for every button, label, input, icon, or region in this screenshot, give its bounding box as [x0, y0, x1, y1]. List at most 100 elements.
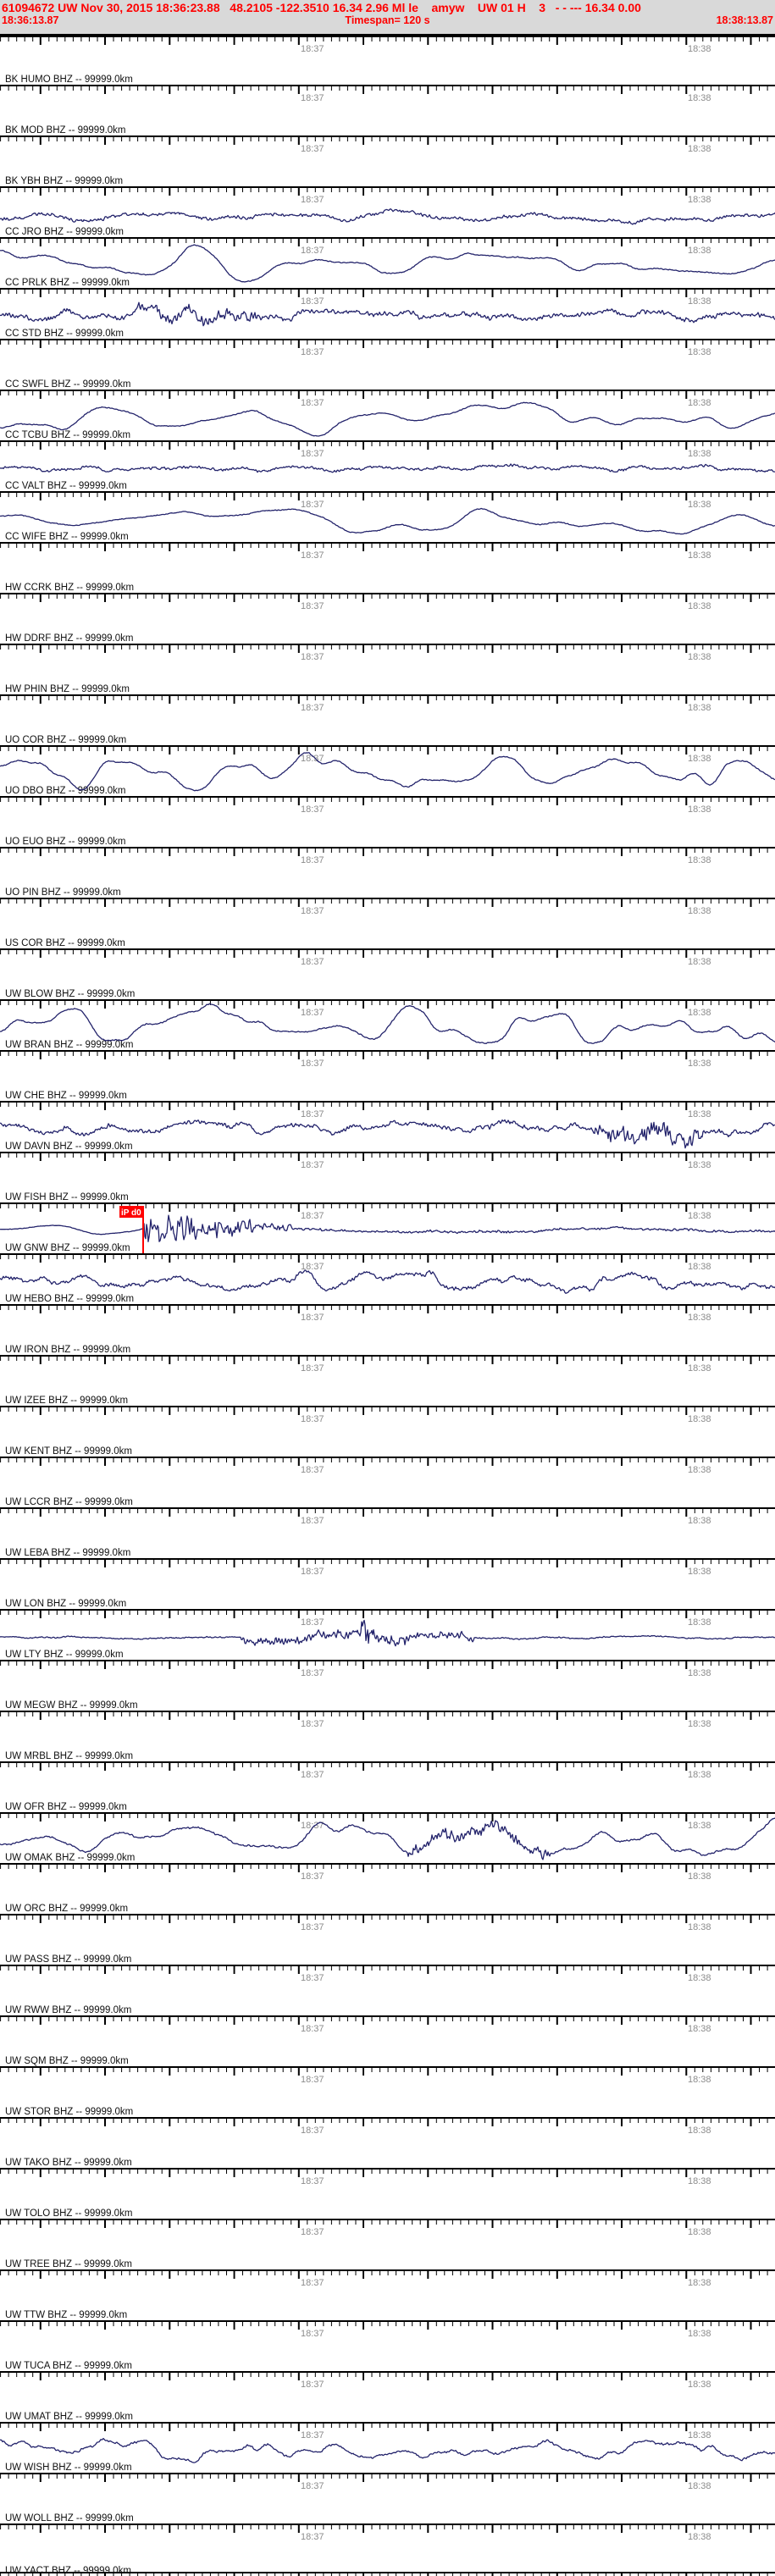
- trace-row-omak[interactable]: 18:37 18:38 UW OMAK BHZ -- 99999.0km: [0, 1812, 775, 1863]
- waveform-trace[interactable]: [0, 2437, 775, 2463]
- trace-row-orc[interactable]: 18:37 18:38 UW ORC BHZ -- 99999.0km: [0, 1863, 775, 1914]
- trace-row-wife[interactable]: 18:37 18:38 CC WIFE BHZ -- 99999.0km: [0, 491, 775, 542]
- waveform-trace[interactable]: [0, 1269, 775, 1294]
- minute-label: 18:38: [688, 703, 711, 713]
- trace-row-ttw[interactable]: 18:37 18:38 UW TTW BHZ -- 99999.0km: [0, 2269, 775, 2320]
- trace-row-prlk[interactable]: 18:37 18:38 CC PRLK BHZ -- 99999.0km: [0, 237, 775, 288]
- time-ruler-ticks: [0, 645, 768, 653]
- trace-row-tuca[interactable]: 18:37 18:38 UW TUCA BHZ -- 99999.0km: [0, 2320, 775, 2371]
- minute-label: 18:37: [301, 1059, 324, 1069]
- station-label: UW CHE BHZ -- 99999.0km: [5, 1091, 127, 1101]
- waveform-trace[interactable]: [0, 507, 775, 535]
- minute-label: 18:38: [688, 347, 711, 357]
- trace-row-kent[interactable]: 18:37 18:38 UW KENT BHZ -- 99999.0km: [0, 1406, 775, 1457]
- trace-row-tolo[interactable]: 18:37 18:38 UW TOLO BHZ -- 99999.0km: [0, 2168, 775, 2219]
- trace-row-euo[interactable]: 18:37 18:38 UO EUO BHZ -- 99999.0km: [0, 796, 775, 847]
- trace-row-tcbu[interactable]: 18:37 18:38 CC TCBU BHZ -- 99999.0km: [0, 390, 775, 440]
- minute-label: 18:38: [688, 1414, 711, 1424]
- trace-row-ddrf[interactable]: 18:37 18:38 HW DDRF BHZ -- 99999.0km: [0, 593, 775, 644]
- trace-row-ccrk[interactable]: 18:37 18:38 HW CCRK BHZ -- 99999.0km: [0, 542, 775, 593]
- station-label: UW TREE BHZ -- 99999.0km: [5, 2259, 132, 2269]
- waveform-trace[interactable]: [0, 244, 775, 283]
- minute-label: 18:37: [301, 347, 324, 357]
- trace-row-che[interactable]: 18:37 18:38 UW CHE BHZ -- 99999.0km: [0, 1050, 775, 1101]
- trace-row-ofr[interactable]: 18:37 18:38 UW OFR BHZ -- 99999.0km: [0, 1761, 775, 1812]
- trace-row-phin[interactable]: 18:37 18:38 HW PHIN BHZ -- 99999.0km: [0, 644, 775, 694]
- minute-label: 18:38: [688, 195, 711, 205]
- trace-row-swfl[interactable]: 18:37 18:38 CC SWFL BHZ -- 99999.0km: [0, 339, 775, 390]
- waveform-trace[interactable]: [0, 1619, 775, 1647]
- minute-label: 18:38: [688, 1871, 711, 1882]
- waveform-trace[interactable]: [0, 1817, 775, 1860]
- trace-row-leba[interactable]: 18:37 18:38 UW LEBA BHZ -- 99999.0km: [0, 1507, 775, 1558]
- minute-label: 18:38: [688, 1313, 711, 1323]
- minute-label: 18:38: [688, 144, 711, 154]
- waveform-trace[interactable]: [0, 301, 775, 327]
- phase-pick-flag[interactable]: [119, 1206, 143, 1218]
- trace-row-cor[interactable]: 18:37 18:38 US COR BHZ -- 99999.0km: [0, 898, 775, 948]
- trace-row-yact[interactable]: 18:37 18:38 UW YACT BHZ -- 99999.0km: [0, 2523, 775, 2576]
- trace-row-jro[interactable]: 18:37 18:38 CC JRO BHZ -- 99999.0km: [0, 186, 775, 237]
- trace-row-blow[interactable]: 18:37 18:38 UW BLOW BHZ -- 99999.0km: [0, 948, 775, 999]
- time-ruler-ticks: [0, 239, 768, 246]
- trace-row-humo[interactable]: 18:37 18:38 BK HUMO BHZ -- 99999.0km: [0, 34, 775, 85]
- trace-row-wish[interactable]: 18:37 18:38 UW WISH BHZ -- 99999.0km: [0, 2422, 775, 2473]
- minute-label: 18:37: [301, 2125, 324, 2136]
- trace-row-fish[interactable]: 18:37 18:38 UW FISH BHZ -- 99999.0km: [0, 1152, 775, 1202]
- minute-label: 18:37: [301, 1363, 324, 1374]
- waveform-trace[interactable]: [0, 1003, 775, 1044]
- station-label: CC PRLK BHZ -- 99999.0km: [5, 278, 130, 288]
- time-ruler-ticks: [0, 86, 768, 94]
- trace-row-valt[interactable]: 18:37 18:38 CC VALT BHZ -- 99999.0km: [0, 440, 775, 491]
- trace-row-ybh[interactable]: 18:37 18:38 BK YBH BHZ -- 99999.0km: [0, 135, 775, 186]
- minute-label: 18:37: [301, 2430, 324, 2441]
- minute-label: 18:37: [301, 1262, 324, 1272]
- trace-row-bran[interactable]: 18:37 18:38 UW BRAN BHZ -- 99999.0km: [0, 999, 775, 1050]
- trace-row-davn[interactable]: 18:37 18:38 UW DAVN BHZ -- 99999.0km: [0, 1101, 775, 1152]
- minute-label: 18:37: [301, 398, 324, 408]
- trace-row-hebo[interactable]: 18:37 18:38 UW HEBO BHZ -- 99999.0km: [0, 1253, 775, 1304]
- trace-row-lon[interactable]: 18:37 18:38 UW LON BHZ -- 99999.0km: [0, 1558, 775, 1609]
- header: 61094672 UW Nov 30, 2015 18:36:23.88 48.…: [0, 0, 775, 34]
- trace-row-std[interactable]: 18:37 18:38 CC STD BHZ -- 99999.0km: [0, 288, 775, 339]
- trace-row-mrbl[interactable]: 18:37 18:38 UW MRBL BHZ -- 99999.0km: [0, 1711, 775, 1761]
- trace-row-mod[interactable]: 18:37 18:38 BK MOD BHZ -- 99999.0km: [0, 85, 775, 135]
- trace-row-pin[interactable]: 18:37 18:38 UO PIN BHZ -- 99999.0km: [0, 847, 775, 898]
- trace-row-sqm[interactable]: 18:37 18:38 UW SQM BHZ -- 99999.0km: [0, 2015, 775, 2066]
- trace-row-woll[interactable]: 18:37 18:38 UW WOLL BHZ -- 99999.0km: [0, 2473, 775, 2523]
- minute-label: 18:37: [301, 500, 324, 510]
- trace-row-umat[interactable]: 18:37 18:38 UW UMAT BHZ -- 99999.0km: [0, 2371, 775, 2422]
- trace-row-tree[interactable]: 18:37 18:38 UW TREE BHZ -- 99999.0km: [0, 2219, 775, 2269]
- phase-pick-line[interactable]: [142, 1206, 144, 1253]
- trace-row-tako[interactable]: 18:37 18:38 UW TAKO BHZ -- 99999.0km: [0, 2117, 775, 2168]
- minute-label: 18:37: [301, 296, 324, 307]
- trace-row-rww[interactable]: 18:37 18:38 UW RWW BHZ -- 99999.0km: [0, 1965, 775, 2015]
- trace-row-lccr[interactable]: 18:37 18:38 UW LCCR BHZ -- 99999.0km: [0, 1457, 775, 1507]
- trace-row-pass[interactable]: 18:37 18:38 UW PASS BHZ -- 99999.0km: [0, 1914, 775, 1965]
- minute-label: 18:38: [688, 1770, 711, 1780]
- minute-label: 18:38: [688, 1719, 711, 1729]
- station-label: UW LCCR BHZ -- 99999.0km: [5, 1497, 133, 1507]
- station-label: UW FISH BHZ -- 99999.0km: [5, 1192, 129, 1202]
- trace-row-stor[interactable]: 18:37 18:38 UW STOR BHZ -- 99999.0km: [0, 2066, 775, 2117]
- trace-row-dbo[interactable]: 18:37 18:38 UO DBO BHZ -- 99999.0km: [0, 745, 775, 796]
- station-label: HW PHIN BHZ -- 99999.0km: [5, 684, 130, 694]
- waveform-trace[interactable]: [0, 1214, 775, 1242]
- trace-row-megw[interactable]: 18:37 18:38 UW MEGW BHZ -- 99999.0km: [0, 1660, 775, 1711]
- station-label: BK HUMO BHZ -- 99999.0km: [5, 75, 133, 85]
- trace-row-izee[interactable]: 18:37 18:38 UW IZEE BHZ -- 99999.0km: [0, 1355, 775, 1406]
- trace-row-lty[interactable]: 18:37 18:38 UW LTY BHZ -- 99999.0km: [0, 1609, 775, 1660]
- waveform-trace[interactable]: [0, 463, 775, 473]
- trace-row-cor[interactable]: 18:37 18:38 UO COR BHZ -- 99999.0km: [0, 694, 775, 745]
- waveform-trace[interactable]: [0, 752, 775, 792]
- station-label: UW MEGW BHZ -- 99999.0km: [5, 1700, 138, 1711]
- waveform-trace[interactable]: [0, 1119, 775, 1149]
- trace-row-iron[interactable]: 18:37 18:38 UW IRON BHZ -- 99999.0km: [0, 1304, 775, 1355]
- waveform-trace[interactable]: [0, 208, 775, 225]
- minute-label: 18:37: [301, 93, 324, 103]
- time-ruler-ticks: [0, 899, 768, 907]
- waveform-trace[interactable]: [0, 401, 775, 437]
- trace-row-gnw[interactable]: 18:37 18:38 UW GNW BHZ -- 99999.0km iP d0: [0, 1202, 775, 1253]
- time-ruler-ticks: [0, 1052, 768, 1059]
- minute-label: 18:38: [688, 2380, 711, 2390]
